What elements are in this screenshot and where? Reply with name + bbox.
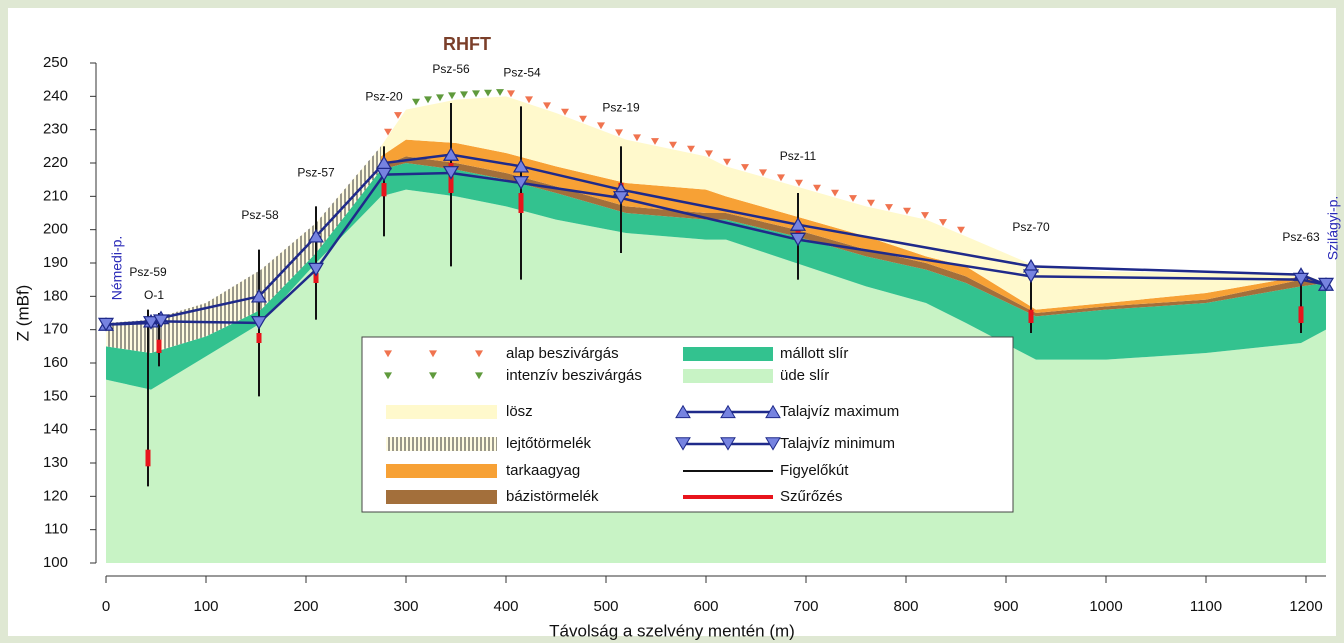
- legend-label: mállott slír: [780, 345, 848, 362]
- y-tick-label: 230: [43, 121, 68, 138]
- legend-swatch: [683, 369, 773, 383]
- x-tick-label: 500: [593, 598, 618, 615]
- legend-swatch: [386, 437, 497, 451]
- chart: RHFT Távolság a szelvény mentén (m) Z (m…: [0, 0, 1344, 643]
- legend-box: [362, 337, 1013, 512]
- y-tick-label: 170: [43, 321, 68, 338]
- right-end-label: Szilágyi-p.: [1325, 196, 1341, 261]
- well-screen: [257, 333, 262, 343]
- well-label: O-1: [144, 288, 164, 302]
- well-label: Psz-57: [297, 166, 335, 180]
- x-tick-label: 1200: [1289, 598, 1322, 615]
- legend-label: Talajvíz maximum: [780, 403, 899, 420]
- x-tick-label: 200: [293, 598, 318, 615]
- y-tick-label: 120: [43, 487, 68, 504]
- well-label: Psz-56: [432, 62, 470, 76]
- well-label: Psz-63: [1282, 230, 1320, 244]
- legend-label: alap beszivárgás: [506, 345, 619, 362]
- y-tick-label: 140: [43, 421, 68, 438]
- well-label: Psz-11: [780, 149, 817, 163]
- x-tick-label: 0: [102, 598, 110, 615]
- y-tick-label: 110: [44, 521, 68, 538]
- page: RHFT Távolság a szelvény mentén (m) Z (m…: [0, 0, 1344, 643]
- legend-label: Figyelőkút: [780, 462, 849, 479]
- y-tick-label: 160: [43, 354, 68, 371]
- y-axis-title: Z (mBf): [13, 285, 32, 342]
- legend-swatch: [386, 490, 497, 504]
- well-screen: [146, 450, 151, 467]
- y-tick-label: 240: [43, 87, 68, 104]
- well-label: Psz-54: [503, 66, 541, 80]
- legend-label: üde slír: [780, 367, 829, 384]
- legend-swatch: [683, 347, 773, 361]
- x-tick-label: 100: [193, 598, 218, 615]
- x-tick-label: 700: [793, 598, 818, 615]
- y-tick-label: 100: [43, 554, 68, 571]
- y-tick-label: 210: [43, 187, 68, 204]
- y-tick-label: 200: [43, 221, 68, 238]
- y-tick-label: 130: [43, 454, 68, 471]
- x-axis-title: Távolság a szelvény mentén (m): [549, 621, 795, 640]
- x-tick-label: 300: [393, 598, 418, 615]
- well-screen: [1299, 306, 1304, 323]
- x-tick-label: 600: [693, 598, 718, 615]
- y-tick-label: 190: [43, 254, 68, 271]
- legend-label: lejtőtörmelék: [506, 435, 592, 452]
- well-label: Psz-58: [241, 208, 279, 222]
- legend-label: bázistörmelék: [506, 488, 599, 505]
- legend-label: Szűrőzés: [780, 488, 843, 505]
- y-tick-label: 250: [43, 54, 68, 71]
- legend-label: intenzív beszivárgás: [506, 367, 642, 384]
- x-tick-label: 1000: [1089, 598, 1122, 615]
- y-tick-label: 150: [43, 387, 68, 404]
- x-tick-label: 400: [493, 598, 518, 615]
- well-screen: [157, 340, 162, 353]
- well-screen: [382, 183, 387, 196]
- well-label: Psz-70: [1012, 220, 1050, 234]
- legend-swatch: [386, 405, 497, 419]
- legend-swatch: [386, 464, 497, 478]
- x-tick-label: 900: [993, 598, 1018, 615]
- x-tick-label: 800: [893, 598, 918, 615]
- well-screen: [519, 193, 524, 213]
- y-tick-label: 220: [43, 154, 68, 171]
- chart-title: RHFT: [443, 34, 491, 54]
- well-label: Psz-20: [365, 90, 403, 104]
- legend-label: lösz: [506, 403, 533, 420]
- left-end-label: Némedi-p.: [109, 236, 125, 301]
- y-tick-label: 180: [43, 287, 68, 304]
- legend-label: Talajvíz minimum: [780, 435, 895, 452]
- well-screen: [1029, 310, 1034, 323]
- legend-label: tarkaagyag: [506, 462, 580, 479]
- x-tick-label: 1100: [1190, 598, 1222, 615]
- well-label: Psz-19: [602, 101, 640, 115]
- well-label: Psz-59: [129, 265, 167, 279]
